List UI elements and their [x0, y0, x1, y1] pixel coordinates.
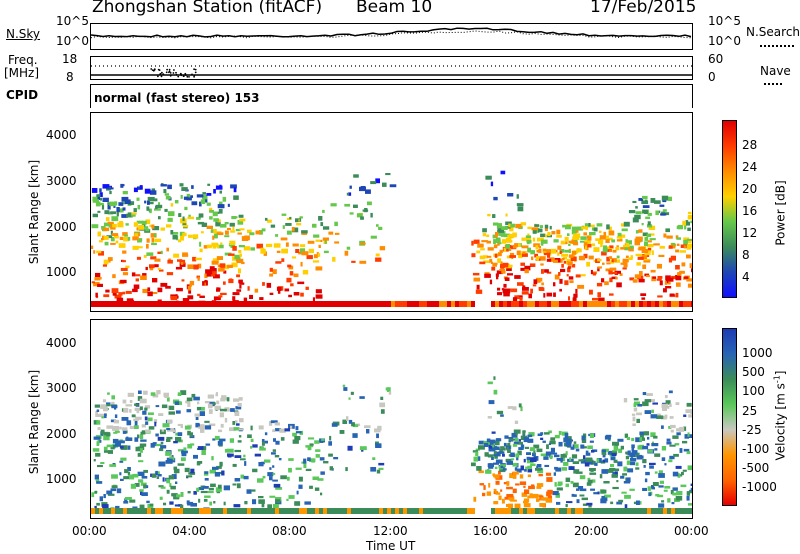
velocity-cb-tick-m25: -25 — [742, 423, 762, 437]
cpid-text: normal (fast stereo) 153 — [94, 91, 260, 105]
nave-legend-line — [764, 83, 782, 85]
power-ytick-4000: 4000 — [46, 128, 77, 142]
date-label: 17/Feb/2015 — [590, 0, 697, 17]
power-cb-tick-24: 24 — [742, 160, 758, 174]
nsky-trace — [91, 27, 692, 39]
velocity-cb-tick-m100: -100 — [742, 442, 770, 456]
velocity-ylabel: Slant Range [km] — [27, 369, 42, 475]
velocity-cb-tick-100: 100 — [742, 384, 765, 398]
power-ytick-1000: 1000 — [46, 265, 77, 279]
nsearch-label: N.Search — [746, 25, 800, 39]
power-colorbar-label: Power [dB] — [773, 180, 788, 246]
power-cb-tick-4: 4 — [742, 270, 750, 284]
velocity-ytick-2000: 2000 — [46, 427, 77, 441]
nsearch-tick-top: 10^5 — [708, 14, 741, 28]
power-cb-tick-8: 8 — [742, 248, 750, 262]
xtick-2: 08:00 — [272, 524, 307, 538]
cpid-label: CPID — [6, 88, 39, 102]
xtick-5: 20:00 — [574, 524, 609, 538]
nave-tick-bottom: 0 — [708, 70, 716, 84]
velocity-ytick-3000: 3000 — [46, 381, 77, 395]
velocity-heatmap — [91, 376, 692, 514]
xtick-0: 00:00 — [72, 524, 107, 538]
beam-label: Beam 10 — [356, 0, 433, 17]
power-ytick-2000: 2000 — [46, 220, 77, 234]
velocity-cb-tick-500: 500 — [742, 365, 765, 379]
station-title: Zhongshan Station (fitACF) — [92, 0, 323, 17]
velocity-cb-tick-1000: 1000 — [742, 346, 773, 360]
velocity-ytick-4000: 4000 — [46, 336, 77, 350]
nave-tick-top: 60 — [708, 52, 724, 66]
power-plot — [90, 112, 693, 312]
power-cb-tick-12: 12 — [742, 226, 758, 240]
velocity-colorbar-label: Velocity [m s-1] — [772, 370, 788, 461]
power-heatmap — [91, 170, 692, 307]
power-colorbar — [722, 120, 737, 298]
nsky-label: N.Sky — [6, 27, 41, 41]
xtick-1: 04:00 — [172, 524, 207, 538]
nave-label: Nave — [760, 64, 791, 78]
nsky-tick-top: 10^5 — [56, 14, 89, 28]
velocity-cb-tick-25: 25 — [742, 404, 758, 418]
velocity-plot — [90, 319, 693, 519]
xaxis-label: Time UT — [366, 539, 416, 553]
freq-trace — [91, 65, 692, 78]
xtick-6: 00:00 — [674, 524, 709, 538]
freq-tick-top: 18 — [62, 52, 78, 66]
nsearch-legend-line — [760, 45, 794, 47]
velocity-cb-tick-m500: -500 — [742, 461, 770, 475]
power-cb-tick-20: 20 — [742, 182, 758, 196]
velocity-colorbar — [722, 328, 737, 506]
freq-unit: [MHz] — [4, 66, 40, 80]
nsearch-tick-bottom: 10^0 — [708, 34, 741, 48]
power-cb-tick-16: 16 — [742, 204, 758, 218]
velocity-cb-tick-m1000: -1000 — [742, 480, 777, 494]
power-ytick-3000: 3000 — [46, 174, 77, 188]
freq-label: Freq. — [8, 53, 38, 67]
freq-tick-bottom: 8 — [66, 70, 74, 84]
power-cb-tick-28: 28 — [742, 138, 758, 152]
velocity-ytick-1000: 1000 — [46, 472, 77, 486]
cpid-panel: normal (fast stereo) 153 — [90, 84, 693, 108]
power-ylabel: Slant Range [km] — [27, 159, 42, 265]
nsky-panel — [90, 23, 693, 50]
xtick-3: 12:00 — [373, 524, 408, 538]
xtick-4: 16:00 — [473, 524, 508, 538]
freq-panel — [90, 56, 693, 80]
nsky-tick-bottom: 10^0 — [56, 34, 89, 48]
